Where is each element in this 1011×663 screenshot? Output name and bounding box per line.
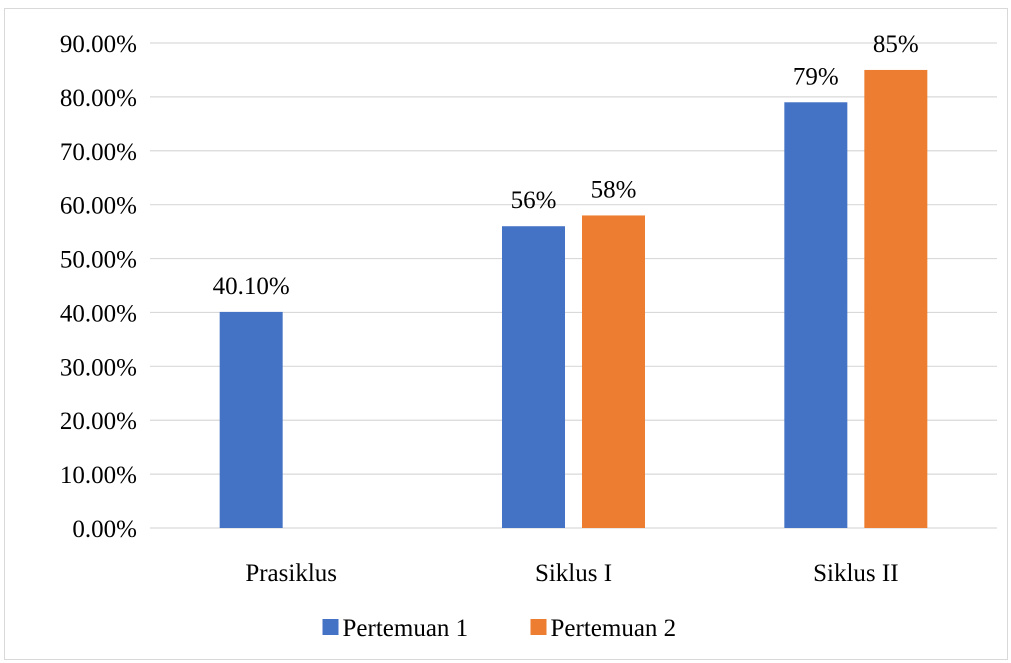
y-tick-label: 30.00% xyxy=(60,354,137,381)
bar-pertemuan-2 xyxy=(582,215,645,528)
data-label: 56% xyxy=(511,187,557,214)
legend-label: Pertemuan 2 xyxy=(551,615,677,642)
bar-pertemuan-1 xyxy=(784,102,848,529)
x-tick-label: Siklus II xyxy=(813,560,898,587)
y-tick-label: 0.00% xyxy=(72,516,137,543)
y-tick-label: 80.00% xyxy=(60,85,137,112)
bar-pertemuan-1 xyxy=(502,226,565,528)
data-label: 85% xyxy=(873,31,919,58)
data-label: 58% xyxy=(591,176,637,203)
legend-swatch xyxy=(322,619,339,635)
data-label: 40.10% xyxy=(213,273,290,300)
y-tick-label: 90.00% xyxy=(60,31,137,58)
y-tick-label: 10.00% xyxy=(60,462,137,489)
legend-label: Pertemuan 1 xyxy=(343,615,469,642)
x-tick-label: Siklus I xyxy=(535,560,612,587)
y-tick-label: 20.00% xyxy=(60,408,137,435)
data-label: 79% xyxy=(793,63,839,90)
bar-pertemuan-1 xyxy=(219,311,283,528)
legend-swatch xyxy=(530,619,547,635)
y-tick-label: 60.00% xyxy=(60,193,137,220)
bar-pertemuan-2 xyxy=(864,69,928,528)
y-tick-label: 70.00% xyxy=(60,139,137,166)
x-tick-label: Prasiklus xyxy=(245,560,337,587)
y-tick-label: 40.00% xyxy=(60,300,137,327)
y-tick-label: 50.00% xyxy=(60,247,137,274)
